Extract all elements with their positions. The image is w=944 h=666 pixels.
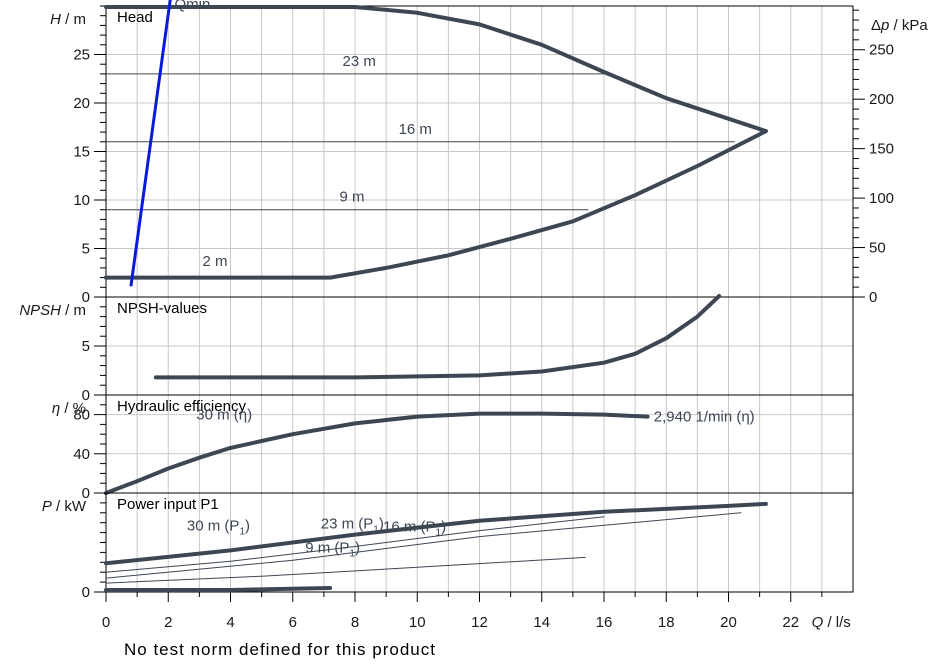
series-label-close: ) xyxy=(441,519,446,536)
setpoint-label: 9 m xyxy=(339,189,364,206)
y-tick-label: 0 xyxy=(82,584,90,601)
y-axis-label: η / % xyxy=(52,400,86,417)
x-axis-label: Q / l/s xyxy=(812,614,851,631)
x-tick-label: 20 xyxy=(720,614,737,631)
series-label-close: ) xyxy=(379,516,384,533)
series-line xyxy=(105,516,605,573)
x-axis-symbol: Q xyxy=(812,614,824,631)
right-axis-unit: / kPa xyxy=(889,17,928,34)
x-axis-unit: / l/s xyxy=(823,614,851,631)
x-tick-label: 14 xyxy=(533,614,550,631)
setpoint-label: 23 m xyxy=(343,53,376,70)
y-tick-label: 80 xyxy=(73,407,90,424)
right-axis-symbol: p xyxy=(880,17,889,34)
y-axis-label: H / m xyxy=(50,11,86,28)
y-tick-label: 25 xyxy=(73,47,90,64)
series-line xyxy=(105,556,586,584)
series-label-close: ) xyxy=(355,539,360,556)
series-line xyxy=(104,129,768,280)
series-line xyxy=(153,294,722,380)
right-tick-label: 50 xyxy=(869,240,886,257)
series-label: 9 m (P1) xyxy=(305,539,360,559)
right-axis-label: Δp / kPa xyxy=(871,17,928,34)
panel-title: Hydraulic efficiency xyxy=(117,398,246,415)
panel-title: NPSH-values xyxy=(117,300,207,317)
series-line xyxy=(104,501,768,566)
y-tick-label: 0 xyxy=(82,387,90,404)
x-tick-label: 22 xyxy=(782,614,799,631)
x-tick-label: 2 xyxy=(164,614,172,631)
y-axis-unit: / m xyxy=(61,302,86,319)
y-axis-symbol: NPSH xyxy=(19,302,61,319)
series-label: 16 m (P1) xyxy=(383,519,446,539)
series-label-subscript: 1 xyxy=(373,525,379,536)
y-axis-label: P / kW xyxy=(42,498,87,515)
x-tick-label: 0 xyxy=(102,614,110,631)
qmin-label: Qmin xyxy=(174,0,210,13)
qmin-line xyxy=(129,0,172,287)
series-label-close: ) xyxy=(245,518,250,535)
right-tick-label: 100 xyxy=(869,190,894,207)
y-axis-unit: / % xyxy=(60,400,86,417)
y-tick-label: 15 xyxy=(73,144,90,161)
series-line xyxy=(104,586,333,592)
series-line xyxy=(104,411,650,495)
x-tick-label: 18 xyxy=(658,614,675,631)
curve-label: 2 m xyxy=(202,253,227,270)
right-tick-label: 0 xyxy=(869,289,877,306)
y-axis-symbol: η xyxy=(52,400,60,417)
x-tick-label: 10 xyxy=(409,614,426,631)
y-tick-label: 5 xyxy=(82,241,90,258)
series-line xyxy=(104,5,768,134)
series-line xyxy=(105,512,742,579)
setpoint-label: 16 m xyxy=(399,121,432,138)
y-axis-label: NPSH / m xyxy=(19,302,86,319)
x-tick-label: 6 xyxy=(289,614,297,631)
y-axis-symbol: H xyxy=(50,11,61,28)
footer-note: No test norm defined for this product xyxy=(124,640,436,659)
series-label-subscript: 1 xyxy=(436,528,442,539)
y-tick-label: 0 xyxy=(82,289,90,306)
right-tick-label: 200 xyxy=(869,91,894,108)
y-axis-symbol: P xyxy=(42,498,52,515)
panel-title: Head xyxy=(117,9,153,26)
y-tick-label: 40 xyxy=(73,446,90,463)
right-tick-label: 150 xyxy=(869,141,894,158)
series-label: 2,940 1/min (η) xyxy=(654,409,755,426)
y-axis-unit: / kW xyxy=(52,498,87,515)
x-tick-label: 4 xyxy=(226,614,234,631)
x-tick-label: 12 xyxy=(471,614,488,631)
x-tick-label: 16 xyxy=(596,614,613,631)
right-tick-label: 250 xyxy=(869,42,894,59)
series-label-subscript: 1 xyxy=(239,527,245,538)
delta-symbol: Δ xyxy=(871,17,881,34)
y-tick-label: 20 xyxy=(73,95,90,112)
series-label: 30 m (η) xyxy=(196,407,252,424)
panel-npsh xyxy=(94,294,854,396)
y-axis-unit: / m xyxy=(61,11,86,28)
y-tick-label: 5 xyxy=(82,338,90,355)
y-tick-label: 0 xyxy=(82,485,90,502)
series-label: 23 m (P1) xyxy=(321,516,384,536)
panel-title: Power input P1 xyxy=(117,496,219,513)
y-tick-label: 10 xyxy=(73,192,90,209)
series-label-subscript: 1 xyxy=(349,548,355,559)
series-label: 30 m (P1) xyxy=(187,518,250,538)
x-tick-label: 8 xyxy=(351,614,359,631)
panel-eff xyxy=(94,394,854,495)
